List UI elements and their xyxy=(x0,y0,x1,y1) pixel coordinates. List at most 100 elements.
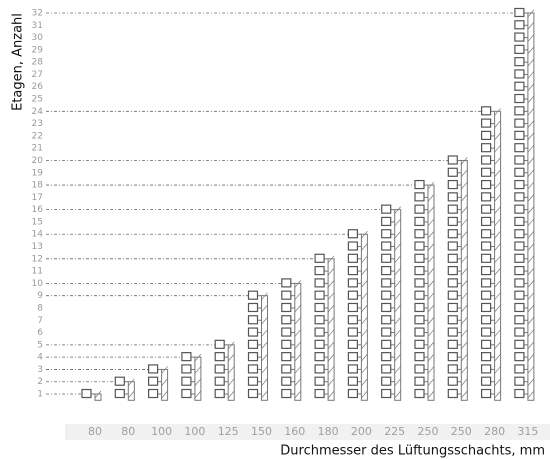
floor-icon xyxy=(381,364,392,374)
y-tick-label: 22 xyxy=(32,131,43,141)
shaft-hatch xyxy=(527,71,535,79)
shaft-hatch xyxy=(161,390,168,399)
shaft-hatch xyxy=(527,390,535,399)
shaft-hatch xyxy=(527,194,535,202)
y-tick-label: 16 xyxy=(32,205,44,215)
shaft-hatch xyxy=(494,206,501,214)
floor-icon xyxy=(81,388,92,399)
floor-icon xyxy=(148,388,159,399)
floor-icon xyxy=(347,364,358,374)
shaft-hatch xyxy=(461,366,468,374)
shaft-hatch xyxy=(227,378,235,386)
floor-icon xyxy=(181,364,192,374)
y-tick-label: 3 xyxy=(37,365,43,375)
shaft-hatch xyxy=(527,120,535,128)
shaft-hatch xyxy=(461,206,468,214)
floor-icon xyxy=(381,241,392,251)
shaft-hatch xyxy=(461,292,468,300)
floor-icon xyxy=(447,302,458,313)
floor-icon xyxy=(314,278,325,288)
floor-icon xyxy=(481,388,492,399)
floor-icon xyxy=(381,388,392,399)
shaft-hatch xyxy=(494,120,501,128)
shaft-hatch xyxy=(461,157,468,165)
shaft-hatch xyxy=(294,378,302,386)
shaft-hatch xyxy=(194,366,202,374)
floor-icon xyxy=(414,302,425,313)
y-tick-label: 9 xyxy=(37,291,43,301)
shaft-hatch xyxy=(527,22,535,30)
shaft-hatch xyxy=(461,243,468,251)
x-tick-label: 80 xyxy=(88,425,102,438)
floor-icon xyxy=(381,290,392,300)
y-tick-label: 32 xyxy=(32,8,43,18)
shaft-hatch xyxy=(394,280,401,288)
floor-icon xyxy=(347,315,358,325)
floor-icon xyxy=(447,167,458,177)
floor-icon xyxy=(414,179,425,190)
shaft-hatch xyxy=(194,378,202,386)
floor-icon xyxy=(447,192,458,202)
floor-icon xyxy=(347,266,358,276)
shaft-hatch xyxy=(394,366,401,374)
shaft-hatch xyxy=(427,218,435,227)
floor-icon xyxy=(514,364,525,374)
floor-icon xyxy=(481,216,492,227)
floor-icon xyxy=(314,253,325,263)
shaft-hatch xyxy=(394,378,401,386)
shaft-hatch xyxy=(327,317,335,325)
shaft-hatch xyxy=(394,206,401,214)
x-tick-label: 250 xyxy=(451,425,472,438)
floor-icon xyxy=(281,352,292,362)
shaft-hatch xyxy=(327,304,335,313)
shaft-hatch xyxy=(427,341,435,350)
floor-icon xyxy=(514,229,525,239)
floor-icon xyxy=(181,352,192,362)
floor-icon xyxy=(447,339,458,349)
floor-icon xyxy=(514,167,525,177)
shaft-hatch xyxy=(261,304,268,313)
y-tick-label: 5 xyxy=(37,340,43,350)
shaft-hatch xyxy=(327,378,335,386)
floor-icon xyxy=(181,388,192,399)
shaft-hatch xyxy=(327,366,335,374)
shaft-hatch xyxy=(261,329,268,337)
shaft-hatch xyxy=(527,108,535,116)
shaft-hatch xyxy=(427,317,435,325)
shaft-hatch xyxy=(294,304,302,313)
floor-icon xyxy=(514,81,525,91)
shaft-hatch xyxy=(494,255,501,264)
shaft-hatch xyxy=(394,329,401,337)
floor-icon xyxy=(514,204,525,214)
floor-icon xyxy=(247,388,259,399)
y-tick-label: 7 xyxy=(37,316,43,326)
shaft-hatch xyxy=(294,341,302,350)
floor-icon xyxy=(214,376,225,386)
floor-icon xyxy=(347,388,358,399)
shaft-hatch xyxy=(427,255,435,264)
shaft-hatch xyxy=(161,378,168,386)
shaft-hatch xyxy=(394,267,401,276)
floor-icon xyxy=(514,32,525,42)
shaft-hatch xyxy=(494,292,501,300)
floor-icon xyxy=(481,229,492,239)
x-tick-label: 160 xyxy=(284,425,305,438)
shaft-hatch xyxy=(394,390,401,399)
shaft-hatch xyxy=(494,317,501,325)
floor-icon xyxy=(447,241,458,251)
shaft-hatch xyxy=(527,329,535,337)
y-tick-label: 26 xyxy=(32,82,44,92)
shaft-hatch xyxy=(427,353,435,362)
shaft-hatch xyxy=(527,267,535,276)
y-tick-label: 8 xyxy=(37,303,43,313)
y-tick-label: 31 xyxy=(32,21,43,31)
floor-icon xyxy=(281,364,292,374)
shaft-hatch xyxy=(394,304,401,313)
floor-icon xyxy=(314,302,325,313)
shaft-hatch xyxy=(327,267,335,276)
shaft-hatch xyxy=(394,255,401,264)
floor-icon xyxy=(514,192,525,202)
floor-icon xyxy=(481,167,492,177)
shaft-hatch xyxy=(527,255,535,264)
x-tick-label: 250 xyxy=(418,425,439,438)
